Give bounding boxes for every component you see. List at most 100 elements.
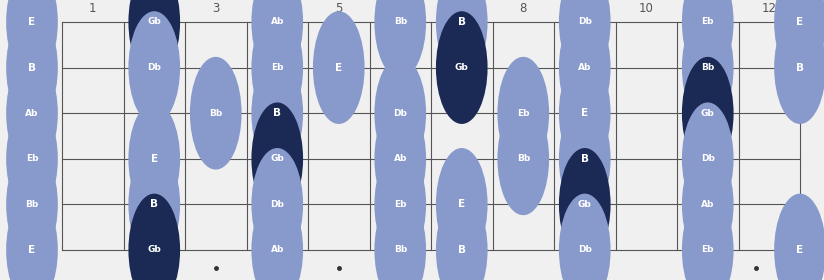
Text: Ab: Ab bbox=[578, 63, 592, 72]
Text: Gb: Gb bbox=[147, 246, 162, 255]
Ellipse shape bbox=[251, 194, 303, 280]
Text: E: E bbox=[797, 17, 803, 27]
Text: Bb: Bb bbox=[517, 154, 530, 163]
Text: Db: Db bbox=[270, 200, 284, 209]
Ellipse shape bbox=[374, 102, 426, 215]
Text: B: B bbox=[458, 17, 466, 27]
Text: Eb: Eb bbox=[517, 109, 530, 118]
Ellipse shape bbox=[6, 11, 58, 124]
Ellipse shape bbox=[6, 102, 58, 215]
Ellipse shape bbox=[559, 0, 611, 78]
Text: E: E bbox=[29, 17, 35, 27]
Ellipse shape bbox=[190, 57, 241, 170]
Ellipse shape bbox=[374, 194, 426, 280]
Ellipse shape bbox=[498, 102, 549, 215]
Text: 4: 4 bbox=[274, 1, 281, 15]
Text: 8: 8 bbox=[520, 1, 527, 15]
Text: Db: Db bbox=[578, 17, 592, 27]
Ellipse shape bbox=[251, 148, 303, 261]
Ellipse shape bbox=[559, 194, 611, 280]
Ellipse shape bbox=[374, 148, 426, 261]
Ellipse shape bbox=[6, 0, 58, 78]
Text: E: E bbox=[797, 245, 803, 255]
Text: E: E bbox=[581, 108, 588, 118]
Ellipse shape bbox=[436, 148, 488, 261]
Ellipse shape bbox=[682, 194, 733, 280]
Text: 9: 9 bbox=[581, 1, 588, 15]
Ellipse shape bbox=[436, 0, 488, 78]
Text: Gb: Gb bbox=[270, 154, 284, 163]
Text: Gb: Gb bbox=[701, 109, 714, 118]
Text: 6: 6 bbox=[396, 1, 404, 15]
Text: Bb: Bb bbox=[394, 246, 407, 255]
Ellipse shape bbox=[251, 0, 303, 78]
Text: Bb: Bb bbox=[394, 17, 407, 27]
Ellipse shape bbox=[559, 57, 611, 170]
Text: B: B bbox=[581, 154, 589, 164]
Text: 10: 10 bbox=[639, 1, 653, 15]
Ellipse shape bbox=[559, 102, 611, 215]
Text: Bb: Bb bbox=[701, 63, 714, 72]
Ellipse shape bbox=[559, 148, 611, 261]
Text: Ab: Ab bbox=[270, 17, 284, 27]
Ellipse shape bbox=[775, 0, 824, 78]
Text: 3: 3 bbox=[212, 1, 219, 15]
Ellipse shape bbox=[775, 194, 824, 280]
Text: 7: 7 bbox=[458, 1, 466, 15]
Text: Gb: Gb bbox=[147, 17, 162, 27]
Text: B: B bbox=[796, 63, 804, 73]
Text: Eb: Eb bbox=[26, 154, 38, 163]
Text: Eb: Eb bbox=[701, 246, 714, 255]
Text: Ab: Ab bbox=[701, 200, 714, 209]
Text: Ab: Ab bbox=[26, 109, 39, 118]
Text: 12: 12 bbox=[761, 1, 777, 15]
Text: Db: Db bbox=[578, 246, 592, 255]
Ellipse shape bbox=[251, 57, 303, 170]
Text: B: B bbox=[458, 245, 466, 255]
Text: Ab: Ab bbox=[394, 154, 407, 163]
Ellipse shape bbox=[251, 11, 303, 124]
Text: Bb: Bb bbox=[26, 200, 39, 209]
Ellipse shape bbox=[6, 57, 58, 170]
Ellipse shape bbox=[6, 148, 58, 261]
Ellipse shape bbox=[682, 0, 733, 78]
Text: B: B bbox=[274, 108, 281, 118]
Ellipse shape bbox=[374, 0, 426, 78]
Ellipse shape bbox=[129, 148, 180, 261]
Text: Db: Db bbox=[701, 154, 714, 163]
Ellipse shape bbox=[682, 148, 733, 261]
Text: E: E bbox=[29, 245, 35, 255]
Text: Eb: Eb bbox=[394, 200, 406, 209]
Text: B: B bbox=[28, 63, 36, 73]
Text: E: E bbox=[458, 199, 466, 209]
Text: Db: Db bbox=[147, 63, 162, 72]
Ellipse shape bbox=[374, 57, 426, 170]
Ellipse shape bbox=[129, 102, 180, 215]
Ellipse shape bbox=[436, 194, 488, 280]
Text: Gb: Gb bbox=[455, 63, 469, 72]
Ellipse shape bbox=[775, 11, 824, 124]
Text: B: B bbox=[150, 199, 158, 209]
Ellipse shape bbox=[682, 102, 733, 215]
Ellipse shape bbox=[313, 11, 364, 124]
Ellipse shape bbox=[129, 0, 180, 78]
Text: Bb: Bb bbox=[209, 109, 222, 118]
Ellipse shape bbox=[682, 11, 733, 124]
Text: 2: 2 bbox=[151, 1, 158, 15]
Text: Db: Db bbox=[393, 109, 407, 118]
Ellipse shape bbox=[436, 11, 488, 124]
Text: Eb: Eb bbox=[701, 17, 714, 27]
Ellipse shape bbox=[251, 102, 303, 215]
Ellipse shape bbox=[129, 11, 180, 124]
Text: 5: 5 bbox=[335, 1, 343, 15]
Text: 11: 11 bbox=[700, 1, 715, 15]
Ellipse shape bbox=[682, 57, 733, 170]
Text: Ab: Ab bbox=[270, 246, 284, 255]
Text: Gb: Gb bbox=[578, 200, 592, 209]
Ellipse shape bbox=[498, 57, 549, 170]
Text: E: E bbox=[335, 63, 342, 73]
Ellipse shape bbox=[559, 11, 611, 124]
Ellipse shape bbox=[129, 194, 180, 280]
Text: 1: 1 bbox=[89, 1, 96, 15]
Text: E: E bbox=[151, 154, 158, 164]
